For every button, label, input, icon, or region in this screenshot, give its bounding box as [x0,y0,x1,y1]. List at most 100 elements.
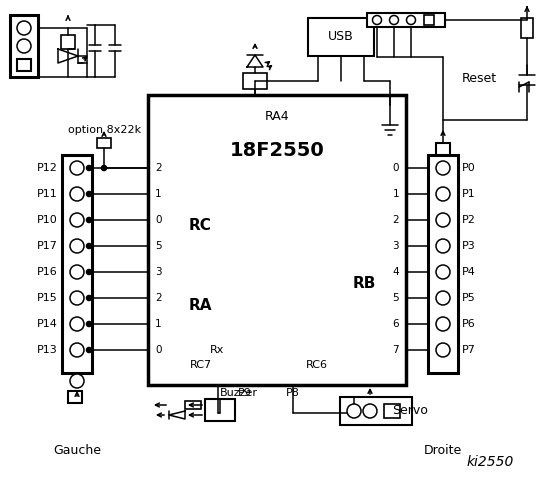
Text: option 8x22k: option 8x22k [69,125,142,135]
Circle shape [436,161,450,175]
Text: 1: 1 [155,319,161,329]
Text: Droite: Droite [424,444,462,456]
Text: 0: 0 [393,163,399,173]
Text: P10: P10 [37,215,58,225]
Circle shape [70,239,84,253]
Text: P3: P3 [462,241,476,251]
Text: USB: USB [328,31,354,44]
Bar [61,35,75,49]
Bar [424,15,434,25]
Text: P11: P11 [37,189,58,199]
Text: Servo: Servo [392,405,428,418]
Bar [17,59,31,71]
Text: 2: 2 [393,215,399,225]
Circle shape [86,243,91,249]
Circle shape [17,39,31,53]
Text: 5: 5 [393,293,399,303]
Text: 4: 4 [393,267,399,277]
Circle shape [70,213,84,227]
Text: 2: 2 [155,293,161,303]
Circle shape [70,161,84,175]
Bar [367,13,445,27]
Bar [185,401,201,409]
Text: RA4: RA4 [265,110,289,123]
Text: P17: P17 [37,241,58,251]
Circle shape [86,166,91,170]
Circle shape [436,291,450,305]
Bar [521,18,533,38]
Circle shape [17,21,31,35]
Text: P4: P4 [462,267,476,277]
Text: P13: P13 [37,345,58,355]
Circle shape [86,192,91,196]
Text: 1: 1 [393,189,399,199]
Circle shape [70,374,84,388]
Text: RC6: RC6 [306,360,328,370]
Bar [97,138,111,148]
Bar [148,95,406,385]
Bar [62,155,92,373]
Text: 3: 3 [393,241,399,251]
Circle shape [436,187,450,201]
Text: 2: 2 [155,163,161,173]
Bar [308,18,374,56]
Bar [436,143,450,155]
Text: 18F2550: 18F2550 [229,141,325,159]
Text: RA: RA [188,298,212,312]
Text: P15: P15 [37,293,58,303]
Circle shape [86,217,91,223]
Text: Buzzer: Buzzer [220,388,258,398]
Text: 0: 0 [155,345,161,355]
Circle shape [347,404,361,418]
Text: P2: P2 [462,215,476,225]
Circle shape [70,265,84,279]
Text: Rx: Rx [210,345,225,355]
Circle shape [389,15,399,24]
Text: P14: P14 [37,319,58,329]
Text: ki2550: ki2550 [466,455,514,469]
Circle shape [86,322,91,326]
Bar [68,391,82,403]
Text: P5: P5 [462,293,476,303]
Bar [243,73,267,89]
Text: P7: P7 [462,345,476,355]
Circle shape [363,404,377,418]
Bar [384,404,400,418]
Bar [428,155,458,373]
Circle shape [436,213,450,227]
Circle shape [86,348,91,352]
Text: RC7: RC7 [190,360,212,370]
Circle shape [102,166,107,170]
Circle shape [436,239,450,253]
Text: P12: P12 [37,163,58,173]
Text: P16: P16 [37,267,58,277]
Text: P9: P9 [238,388,252,398]
Circle shape [70,187,84,201]
Text: P1: P1 [462,189,476,199]
Circle shape [86,269,91,275]
Circle shape [70,317,84,331]
Circle shape [406,15,415,24]
Circle shape [373,15,382,24]
Text: 6: 6 [393,319,399,329]
Text: 0: 0 [155,215,161,225]
Text: 1: 1 [155,189,161,199]
Bar [205,399,235,421]
Text: RC: RC [189,217,211,232]
Bar [340,397,412,425]
Text: Gauche: Gauche [53,444,101,456]
Text: 7: 7 [393,345,399,355]
Text: P8: P8 [286,388,300,398]
Circle shape [436,343,450,357]
Circle shape [70,291,84,305]
Circle shape [86,296,91,300]
Text: RB: RB [352,276,375,290]
Text: P6: P6 [462,319,476,329]
Bar [10,15,38,77]
Circle shape [70,343,84,357]
Circle shape [436,265,450,279]
Text: Reset: Reset [462,72,497,84]
Text: 5: 5 [155,241,161,251]
Circle shape [436,317,450,331]
Text: 3: 3 [155,267,161,277]
